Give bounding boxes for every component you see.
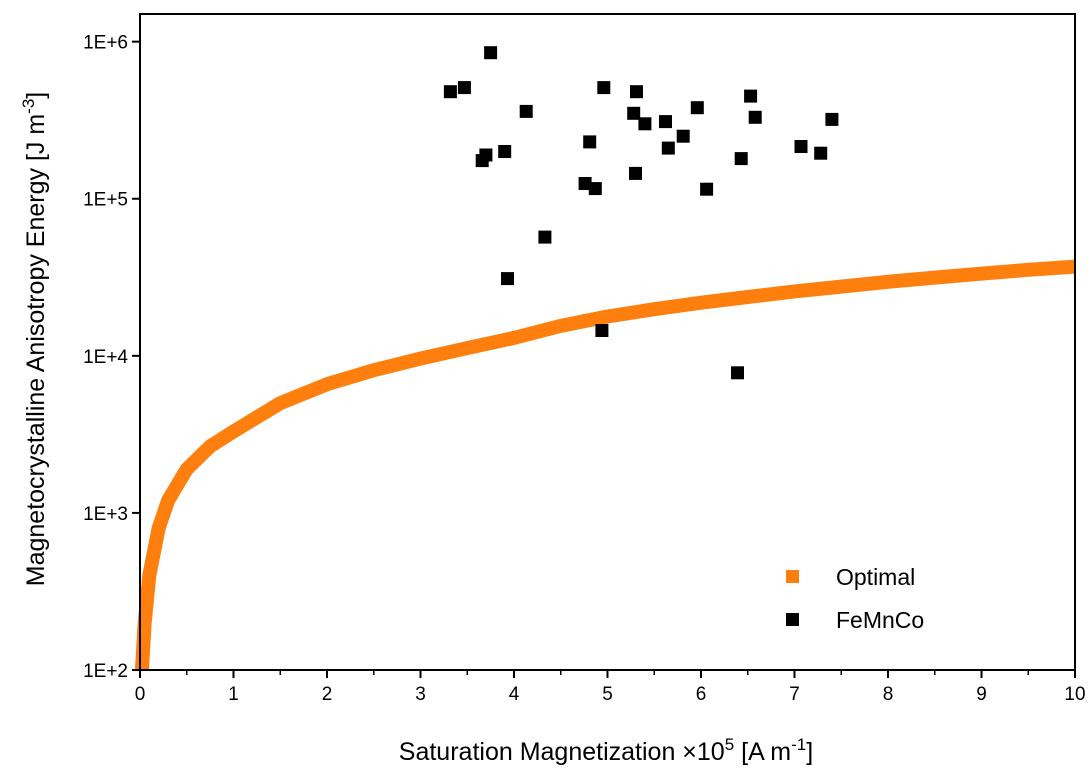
x-tick-label: 10 bbox=[1064, 684, 1085, 705]
y-tick-label: 1E+5 bbox=[83, 190, 128, 211]
femnco-point bbox=[661, 141, 675, 155]
y-axis-title: Magnetocrystalline Anisotropy Energy [J … bbox=[19, 92, 50, 587]
femnco-point bbox=[457, 81, 471, 95]
femnco-point bbox=[734, 152, 748, 166]
femnco-point bbox=[595, 324, 609, 337]
legend-label-optimal: Optimal bbox=[836, 564, 915, 590]
femnco-point bbox=[501, 272, 514, 286]
x-tick-label: 0 bbox=[135, 684, 146, 705]
x-tick-label: 6 bbox=[696, 684, 707, 705]
legend: Optimal FeMnCo bbox=[786, 564, 924, 633]
femnco-point bbox=[538, 230, 552, 244]
femnco-point bbox=[479, 148, 493, 162]
femnco-point bbox=[825, 112, 839, 126]
femnco-point bbox=[627, 106, 641, 120]
x-tick-label: 1 bbox=[228, 684, 239, 705]
x-tick-label: 8 bbox=[883, 684, 894, 705]
legend-marker-femnco bbox=[786, 613, 799, 626]
femnco-point bbox=[748, 110, 762, 124]
femnco-point bbox=[630, 85, 643, 99]
femnco-point bbox=[638, 117, 652, 131]
y-tick-label: 1E+4 bbox=[83, 347, 128, 368]
femnco-point bbox=[519, 104, 533, 118]
x-tick-label: 2 bbox=[322, 684, 333, 705]
femnco-point bbox=[498, 145, 512, 158]
femnco-point bbox=[814, 146, 828, 160]
femnco-point bbox=[443, 85, 457, 99]
femnco-point bbox=[744, 89, 758, 103]
femnco-point bbox=[597, 81, 611, 95]
femnco-point bbox=[484, 46, 498, 60]
legend-label-femnco: FeMnCo bbox=[836, 607, 924, 633]
optimal-series-curve bbox=[134, 259, 1076, 671]
y-axis-ticks: 1E+2 1E+3 1E+4 1E+5 1E+6 bbox=[83, 33, 140, 682]
femnco-point bbox=[700, 182, 714, 196]
x-axis-ticks: 0 1 2 3 4 5 6 7 8 9 10 bbox=[135, 670, 1086, 705]
x-tick-label: 5 bbox=[602, 684, 613, 705]
femnco-point bbox=[659, 115, 672, 129]
femnco-point bbox=[731, 366, 744, 380]
femnco-point bbox=[629, 166, 642, 180]
x-tick-label: 7 bbox=[789, 684, 800, 705]
femnco-point bbox=[676, 129, 690, 143]
y-tick-label: 1E+2 bbox=[83, 661, 128, 682]
x-tick-label: 4 bbox=[509, 684, 520, 705]
x-tick-label: 3 bbox=[415, 684, 426, 705]
femnco-point bbox=[690, 101, 704, 115]
femnco-point bbox=[583, 135, 597, 149]
y-tick-label: 1E+6 bbox=[83, 33, 128, 54]
x-axis-title: Saturation Magnetization ×105 [A m-1] bbox=[399, 735, 813, 766]
femnco-point bbox=[588, 182, 602, 196]
legend-marker-optimal bbox=[786, 570, 799, 583]
x-tick-label: 9 bbox=[976, 684, 987, 705]
femnco-series-points bbox=[443, 46, 839, 380]
femnco-point bbox=[794, 140, 808, 153]
femnco-point bbox=[578, 177, 592, 190]
y-tick-label: 1E+3 bbox=[83, 504, 128, 525]
